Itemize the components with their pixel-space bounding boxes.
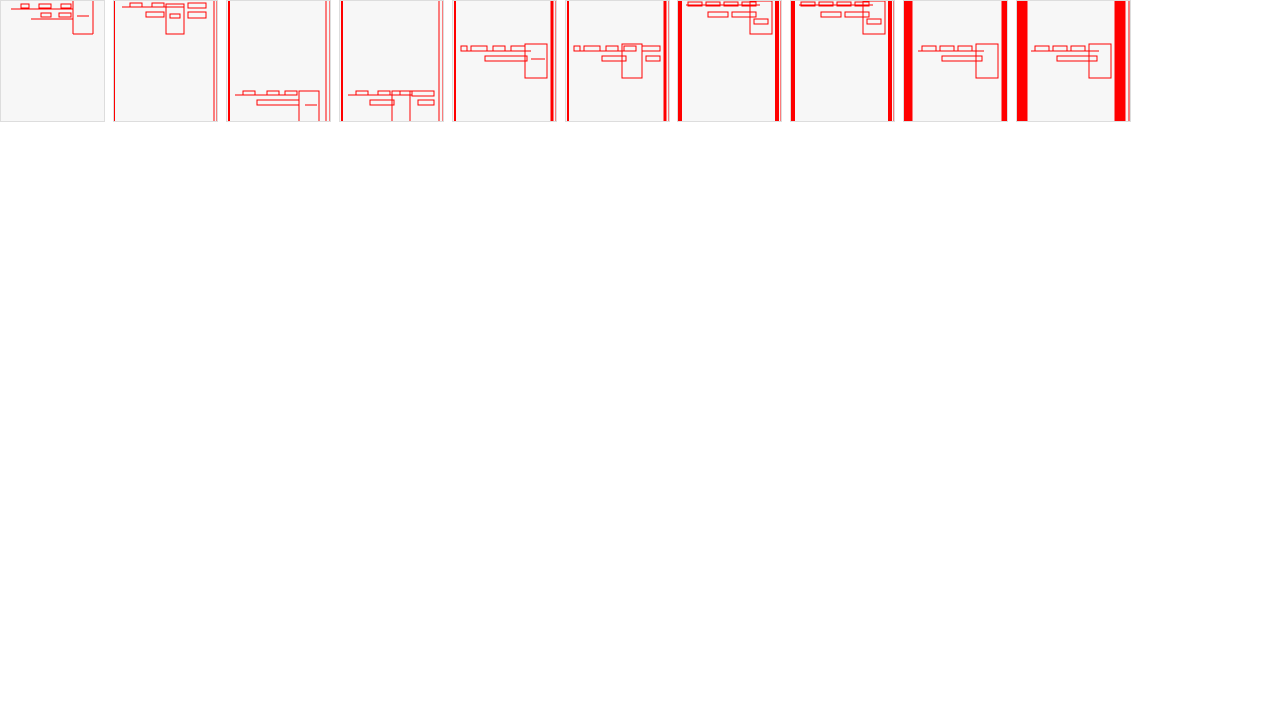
frame-4 — [339, 0, 444, 122]
frame-1 — [0, 0, 105, 122]
frame-6-drawing — [567, 1, 669, 121]
frame-5-drawing — [454, 1, 556, 121]
frame-9-drawing — [904, 1, 1007, 121]
frame-10 — [1016, 0, 1131, 122]
frame-9 — [903, 0, 1008, 122]
frame-7 — [677, 0, 782, 122]
frame-10-drawing — [1017, 1, 1130, 121]
frame-6 — [565, 0, 670, 122]
frame-3-drawing — [228, 1, 330, 121]
frame-7-drawing — [678, 1, 781, 121]
frame-1-drawing — [11, 1, 94, 35]
frame-5 — [452, 0, 557, 122]
frame-4-drawing — [341, 1, 443, 121]
frame-2-drawing — [114, 1, 217, 121]
frame-3 — [226, 0, 331, 122]
diagram-strip — [0, 0, 1280, 126]
frame-8 — [790, 0, 895, 122]
frame-2 — [113, 0, 218, 122]
frame-8-drawing — [791, 1, 894, 121]
